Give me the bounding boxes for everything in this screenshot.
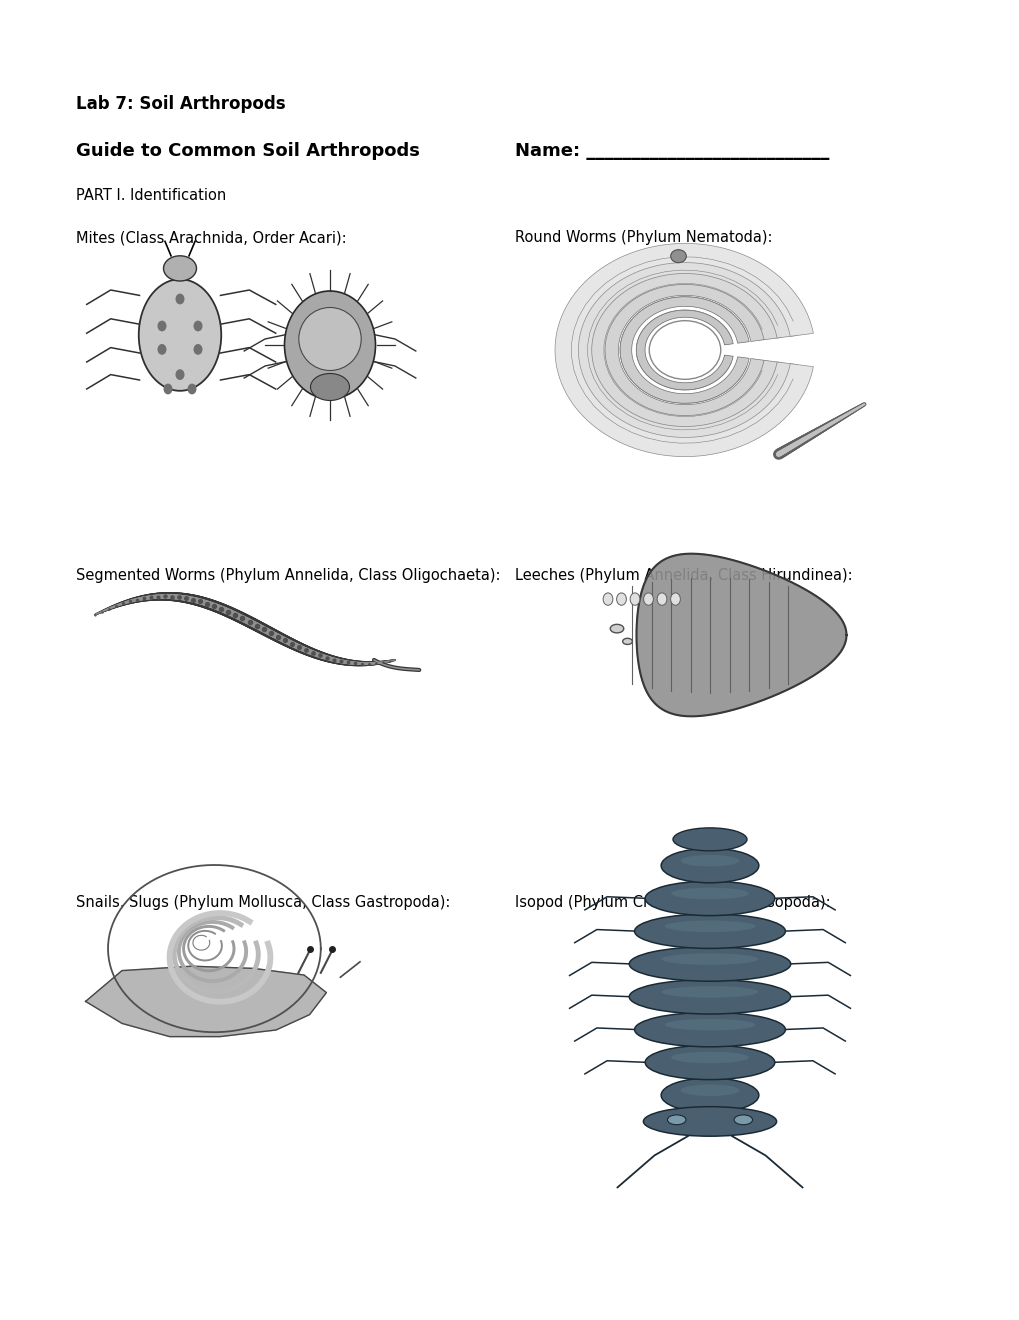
- Ellipse shape: [664, 920, 754, 932]
- Polygon shape: [620, 297, 749, 404]
- Ellipse shape: [629, 946, 790, 981]
- Ellipse shape: [602, 593, 612, 606]
- Text: Round Worms (Phylum Nematoda):: Round Worms (Phylum Nematoda):: [515, 230, 771, 246]
- Ellipse shape: [661, 953, 758, 965]
- Polygon shape: [587, 271, 781, 430]
- Ellipse shape: [634, 1012, 785, 1047]
- Ellipse shape: [609, 624, 624, 632]
- Ellipse shape: [734, 1115, 752, 1125]
- Ellipse shape: [680, 1085, 739, 1096]
- Ellipse shape: [194, 345, 203, 355]
- Ellipse shape: [187, 384, 197, 395]
- Polygon shape: [86, 966, 326, 1036]
- Polygon shape: [571, 256, 797, 444]
- Ellipse shape: [139, 280, 221, 391]
- Ellipse shape: [175, 293, 184, 305]
- Ellipse shape: [673, 828, 746, 851]
- Ellipse shape: [680, 855, 739, 866]
- Polygon shape: [554, 243, 812, 457]
- Ellipse shape: [645, 1045, 774, 1080]
- Ellipse shape: [629, 979, 790, 1014]
- Ellipse shape: [163, 384, 172, 395]
- Polygon shape: [636, 553, 846, 717]
- Ellipse shape: [157, 321, 166, 331]
- Ellipse shape: [630, 593, 639, 606]
- Text: Guide to Common Soil Arthropods: Guide to Common Soil Arthropods: [76, 143, 420, 160]
- Ellipse shape: [661, 986, 758, 998]
- Text: Isopod (Phylum Crustacea, Order Isopoda):: Isopod (Phylum Crustacea, Order Isopoda)…: [515, 895, 829, 909]
- Text: Name: ___________________________: Name: ___________________________: [515, 143, 828, 160]
- Ellipse shape: [643, 593, 653, 606]
- Ellipse shape: [671, 888, 748, 899]
- Text: Lab 7: Soil Arthropods: Lab 7: Soil Arthropods: [76, 95, 286, 114]
- Polygon shape: [636, 310, 733, 389]
- Polygon shape: [652, 323, 716, 376]
- Text: Mites (Class Arachnida, Order Acari):: Mites (Class Arachnida, Order Acari):: [76, 230, 346, 246]
- Text: Leeches (Phylum Annelida, Class Hirundinea):: Leeches (Phylum Annelida, Class Hirundin…: [515, 568, 852, 583]
- Ellipse shape: [649, 321, 720, 379]
- Ellipse shape: [656, 593, 666, 606]
- Ellipse shape: [622, 639, 632, 644]
- Polygon shape: [603, 284, 764, 417]
- Text: PART I. Identification: PART I. Identification: [76, 187, 226, 203]
- Ellipse shape: [163, 256, 197, 281]
- Ellipse shape: [194, 321, 203, 331]
- Ellipse shape: [175, 370, 184, 380]
- Ellipse shape: [664, 1019, 754, 1031]
- Ellipse shape: [660, 849, 758, 883]
- Ellipse shape: [616, 593, 626, 606]
- Ellipse shape: [299, 308, 361, 371]
- Text: Snails, Slugs (Phylum Mollusca, Class Gastropoda):: Snails, Slugs (Phylum Mollusca, Class Ga…: [76, 895, 450, 909]
- Ellipse shape: [634, 913, 785, 948]
- Ellipse shape: [157, 345, 166, 355]
- Ellipse shape: [643, 1106, 775, 1137]
- Ellipse shape: [645, 882, 774, 916]
- Ellipse shape: [671, 1052, 748, 1063]
- Ellipse shape: [310, 374, 350, 400]
- Ellipse shape: [669, 593, 680, 606]
- Ellipse shape: [660, 1078, 758, 1113]
- Polygon shape: [668, 337, 700, 363]
- Ellipse shape: [284, 290, 375, 399]
- Text: Segmented Worms (Phylum Annelida, Class Oligochaeta):: Segmented Worms (Phylum Annelida, Class …: [76, 568, 500, 583]
- Ellipse shape: [671, 249, 686, 263]
- Ellipse shape: [666, 1115, 686, 1125]
